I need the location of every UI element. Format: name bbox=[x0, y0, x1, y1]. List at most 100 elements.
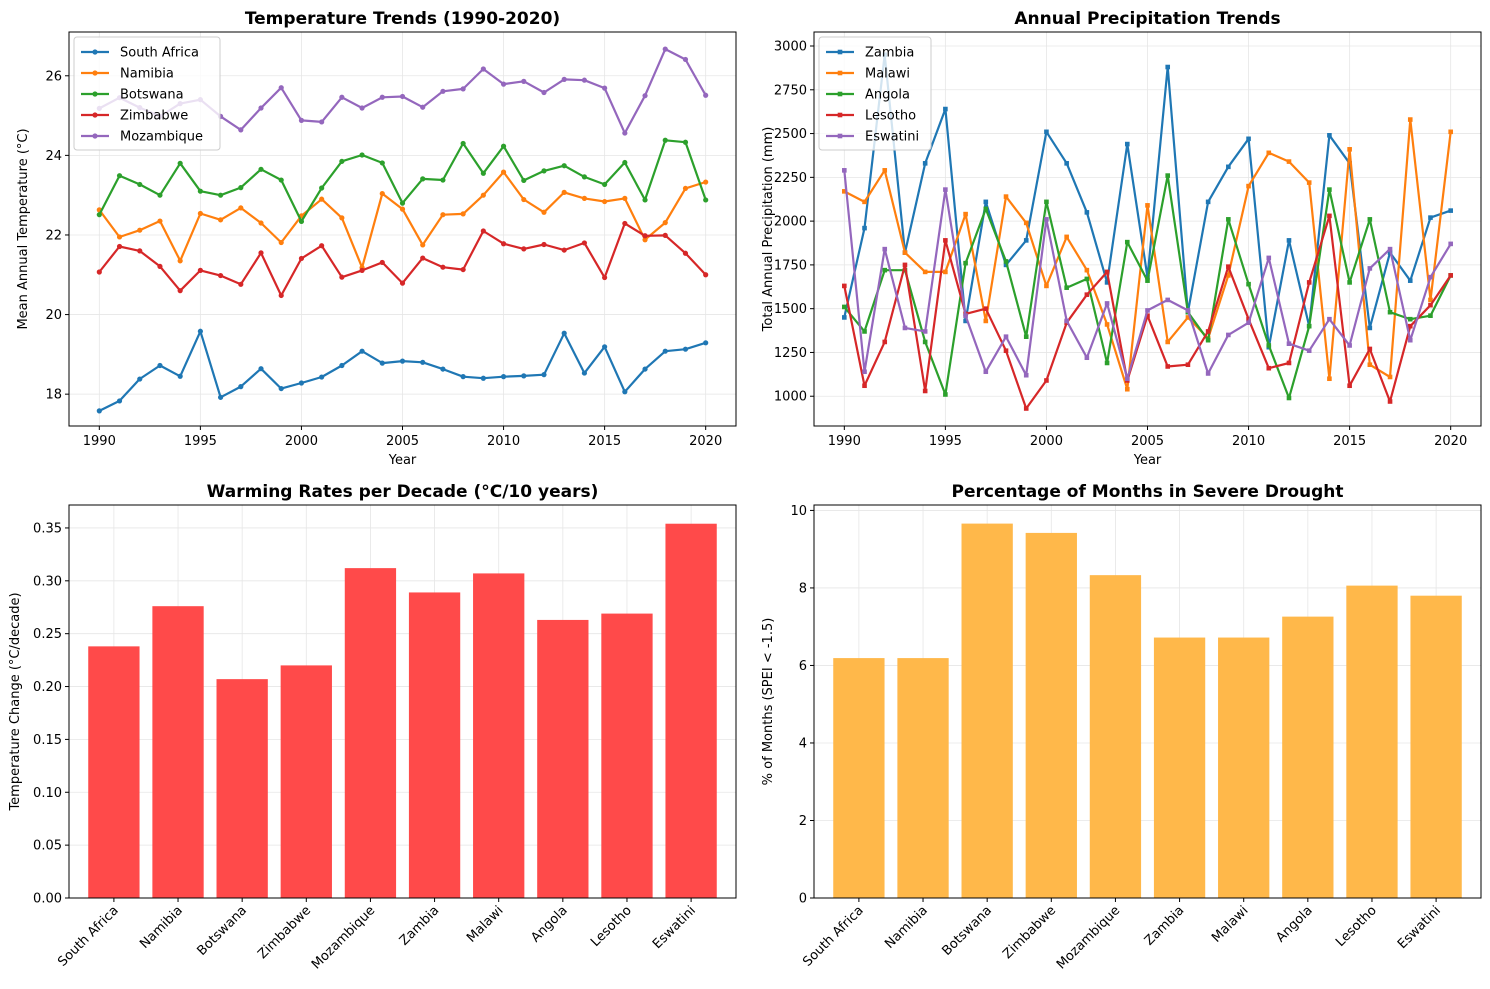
y-ticks: 0.00 0.05 0.10 0.15 0.20 0.25 0.30 0.35 bbox=[33, 521, 69, 907]
chart-title: Temperature Trends (1990-2020) bbox=[245, 9, 560, 29]
y-tick-label: 2250 bbox=[774, 171, 807, 186]
data-point bbox=[500, 241, 507, 247]
data-point bbox=[1064, 234, 1069, 240]
x-ticks: South Africa Namibia Botswana ZimbabweMozam… bbox=[800, 898, 1444, 973]
data-point bbox=[339, 158, 345, 164]
data-point bbox=[339, 215, 345, 221]
data-point bbox=[561, 330, 567, 336]
data-point bbox=[922, 339, 928, 345]
y-axis-label: % of Months (SPEI < -1.5) bbox=[761, 618, 776, 786]
data-point bbox=[420, 255, 426, 261]
bar-zambia bbox=[408, 592, 461, 898]
data-point bbox=[1347, 383, 1352, 389]
data-point bbox=[359, 152, 365, 158]
data-point bbox=[217, 192, 224, 198]
data-point bbox=[1165, 297, 1171, 303]
data-point bbox=[1246, 136, 1251, 142]
data-point bbox=[177, 288, 183, 294]
data-point bbox=[1145, 313, 1150, 318]
data-point bbox=[1387, 309, 1393, 315]
data-point bbox=[278, 85, 284, 91]
data-point bbox=[379, 190, 385, 197]
y-tick-label: 0 bbox=[799, 892, 807, 907]
data-point bbox=[278, 385, 284, 392]
data-point bbox=[1205, 199, 1211, 205]
data-point bbox=[379, 360, 385, 366]
x-ticks: 1990 1995 2000 2005 2010 2015 2020 bbox=[828, 426, 1467, 449]
data-point bbox=[662, 220, 668, 226]
x-tick-label: 2010 bbox=[1232, 434, 1265, 449]
data-point bbox=[420, 359, 426, 365]
data-point bbox=[1428, 313, 1433, 318]
data-point bbox=[1367, 266, 1373, 271]
y-tick-label: 0.20 bbox=[33, 680, 62, 695]
data-point bbox=[1145, 203, 1150, 208]
data-point bbox=[882, 267, 888, 273]
data-point bbox=[258, 250, 264, 256]
data-point bbox=[339, 94, 345, 100]
axes-frame bbox=[813, 504, 1482, 899]
y-tick-label: 2000 bbox=[774, 215, 807, 230]
data-point bbox=[197, 267, 203, 273]
data-point bbox=[480, 66, 486, 72]
x-tick-label: Botswana bbox=[194, 903, 250, 959]
y-ticks: 0 2 4 6 8 10 bbox=[790, 504, 814, 907]
y-tick-label: 0.15 bbox=[33, 733, 62, 748]
data-point bbox=[319, 185, 325, 191]
x-tick-label: 2005 bbox=[386, 434, 419, 449]
data-point bbox=[197, 328, 203, 334]
data-point bbox=[1023, 238, 1029, 243]
data-point bbox=[1023, 220, 1029, 226]
data-point bbox=[1003, 348, 1009, 354]
y-tick-label: 1250 bbox=[774, 346, 807, 361]
x-tick-label: Malawi bbox=[464, 903, 506, 945]
data-point bbox=[943, 269, 948, 275]
data-point bbox=[258, 220, 264, 226]
y-tick-label: 0.35 bbox=[33, 521, 62, 536]
data-point bbox=[1205, 371, 1211, 376]
data-point bbox=[137, 227, 143, 233]
data-point bbox=[420, 104, 426, 110]
bar-eswatini bbox=[1410, 595, 1462, 898]
chart-panel-4: 0 2 4 6 8 10 South Africa Namibia Botswana Zimbab… bbox=[761, 482, 1482, 973]
data-point bbox=[1327, 316, 1332, 322]
data-point bbox=[137, 376, 143, 382]
data-point bbox=[581, 370, 588, 376]
data-point bbox=[1104, 301, 1110, 306]
data-point bbox=[116, 398, 123, 404]
x-tick-label: Malawi bbox=[1209, 903, 1251, 945]
data-point bbox=[1387, 246, 1393, 252]
x-tick-label: 1990 bbox=[83, 434, 116, 449]
data-point bbox=[359, 348, 365, 354]
y-tick-label: 0.00 bbox=[33, 892, 62, 907]
y-tick-label: 22 bbox=[45, 228, 62, 243]
data-point bbox=[1064, 161, 1069, 166]
legend-label: Zimbabwe bbox=[120, 109, 188, 124]
data-point bbox=[116, 173, 123, 179]
data-point bbox=[1327, 213, 1332, 219]
data-point bbox=[1327, 376, 1332, 382]
x-tick-label: Eswatini bbox=[1395, 903, 1444, 952]
data-point bbox=[157, 192, 163, 198]
bar-south-africa bbox=[88, 646, 140, 898]
x-tick-label: Mozambique bbox=[309, 903, 378, 972]
data-point bbox=[238, 281, 244, 287]
data-point bbox=[642, 237, 648, 243]
x-tick-label: 1990 bbox=[828, 434, 861, 449]
x-tick-label: Namibia bbox=[137, 903, 186, 952]
data-point bbox=[1226, 264, 1231, 269]
data-point bbox=[1367, 362, 1373, 368]
data-point bbox=[602, 344, 608, 350]
data-point bbox=[1044, 129, 1049, 135]
data-point bbox=[561, 247, 567, 253]
data-point bbox=[902, 262, 908, 268]
data-point bbox=[1124, 376, 1130, 382]
chart-title: Percentage of Months in Severe Drought bbox=[952, 482, 1344, 502]
data-point bbox=[258, 166, 264, 172]
data-point bbox=[1347, 280, 1352, 285]
data-point bbox=[1205, 329, 1211, 334]
data-point bbox=[177, 258, 183, 264]
data-point bbox=[1023, 334, 1029, 339]
data-point bbox=[157, 218, 163, 224]
